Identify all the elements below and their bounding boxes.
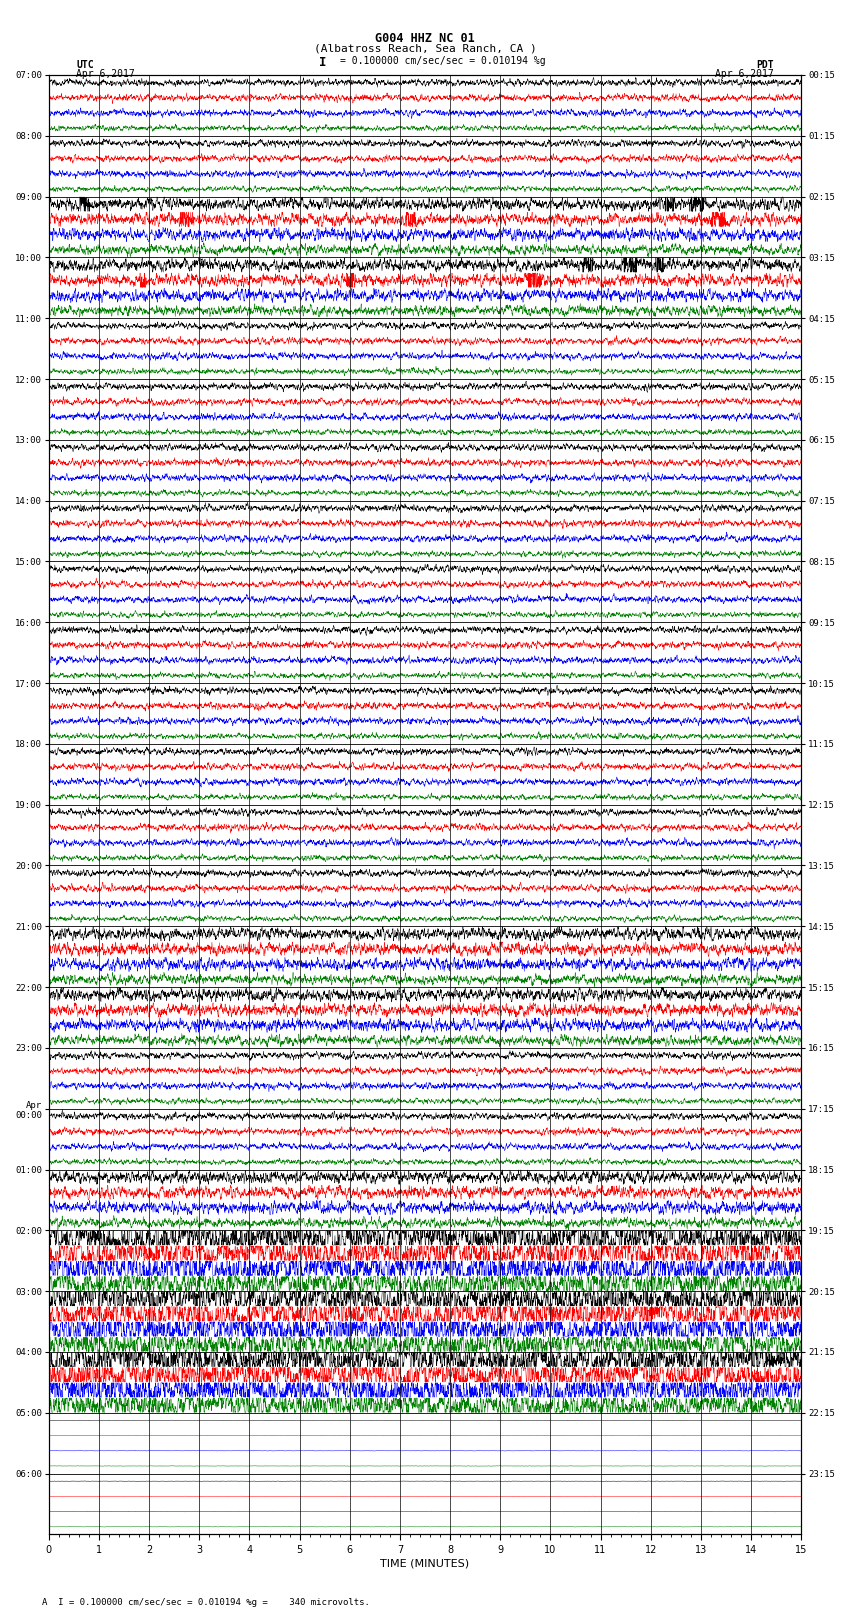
Text: PDT: PDT xyxy=(756,60,774,69)
Text: Apr 6,2017: Apr 6,2017 xyxy=(715,69,774,79)
Text: G004 HHZ NC 01: G004 HHZ NC 01 xyxy=(375,32,475,45)
X-axis label: TIME (MINUTES): TIME (MINUTES) xyxy=(381,1560,469,1569)
Text: A  I = 0.100000 cm/sec/sec = 0.010194 %g =    340 microvolts.: A I = 0.100000 cm/sec/sec = 0.010194 %g … xyxy=(42,1597,371,1607)
Text: UTC: UTC xyxy=(76,60,94,69)
Text: I: I xyxy=(320,56,326,69)
Text: = 0.100000 cm/sec/sec = 0.010194 %g: = 0.100000 cm/sec/sec = 0.010194 %g xyxy=(340,56,546,66)
Text: (Albatross Reach, Sea Ranch, CA ): (Albatross Reach, Sea Ranch, CA ) xyxy=(314,44,536,53)
Text: Apr 6,2017: Apr 6,2017 xyxy=(76,69,135,79)
